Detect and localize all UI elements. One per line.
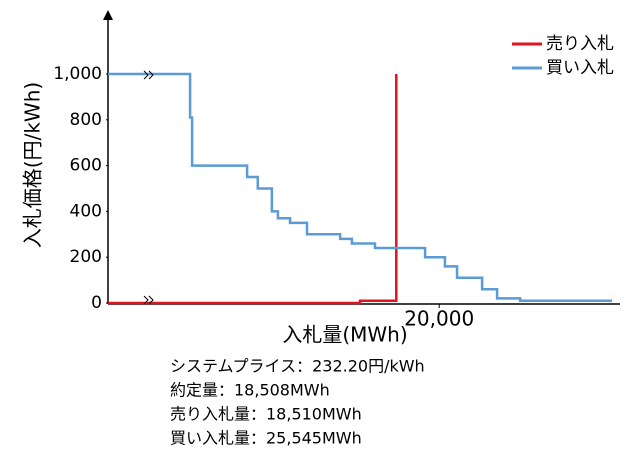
y-axis-label: 入札価格(円/kWh) [21,82,45,248]
series-line [108,74,398,305]
y-tick-label: 1,000 [53,64,102,84]
y-tick-label: 600 [70,156,102,176]
axis-break [143,295,154,305]
note: 買い入札量：25,545MWh [170,429,362,448]
series-line [108,72,612,302]
x-axis-label: 入札量(MWh) [282,323,407,347]
x-tick-label: 20,000 [404,307,474,331]
y-tick-label: 0 [91,293,102,313]
legend-label: 売り入札 [546,34,614,54]
note: 売り入札量：18,510MWh [170,405,362,424]
legend-label: 買い入札 [546,58,614,78]
note: 約定量：18,508MWh [170,381,330,400]
y-axis-arrow [103,10,113,20]
y-tick-label: 800 [70,110,102,130]
note: システムプライス：232.20円/kWh [170,357,425,376]
y-tick-label: 200 [70,247,102,267]
axis-break [143,70,154,80]
y-tick-label: 400 [70,201,102,221]
